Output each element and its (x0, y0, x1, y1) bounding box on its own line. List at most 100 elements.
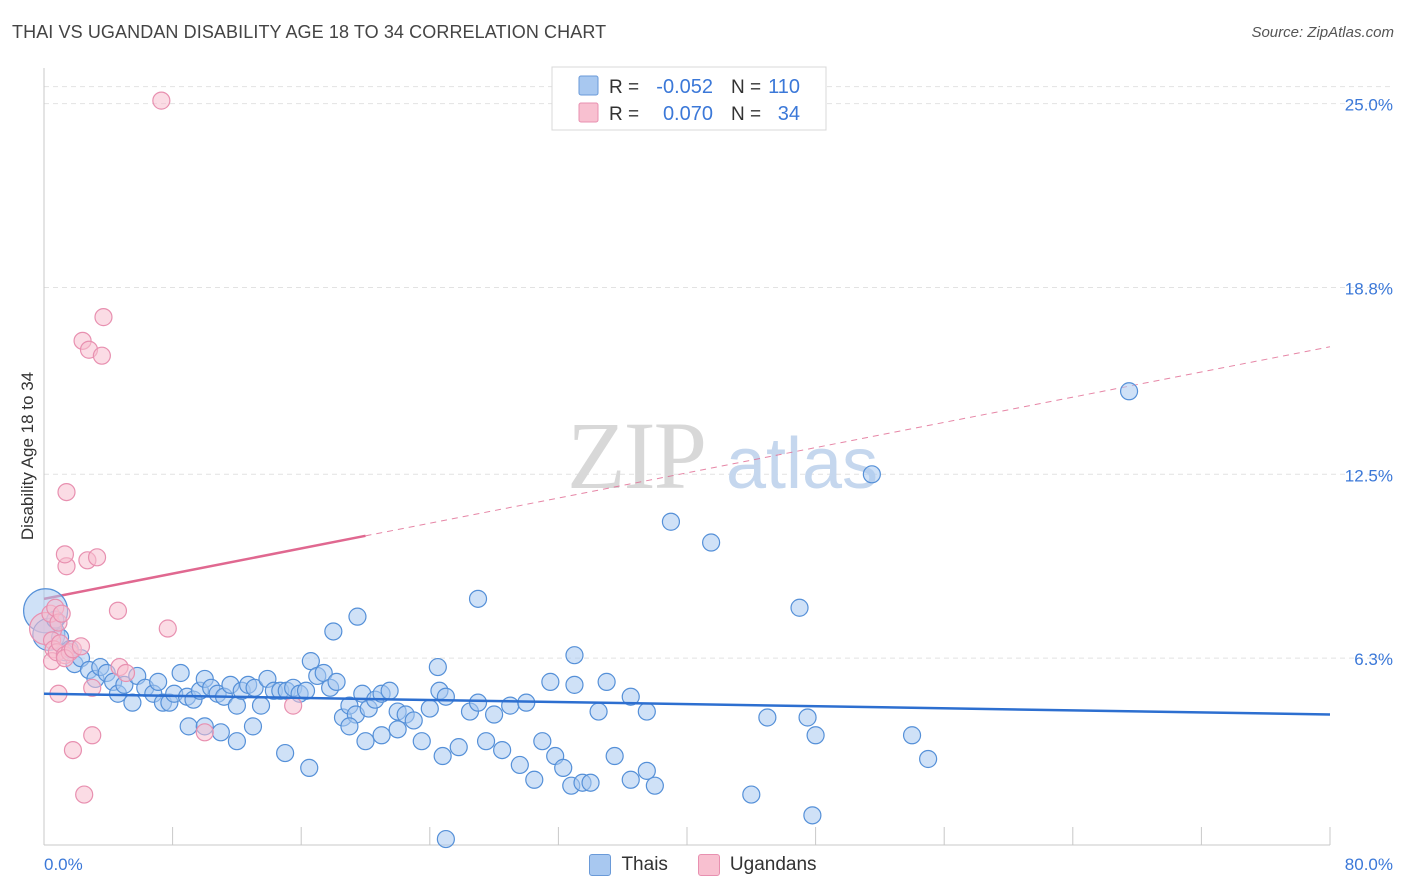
ugandans-point (83, 678, 102, 697)
legend-n-value-ugandans: 34 (778, 103, 800, 125)
ugandans-point (94, 308, 113, 327)
thais-point (388, 720, 407, 739)
source-label: Source: ZipAtlas.com (1251, 24, 1394, 41)
thais-point (123, 693, 142, 712)
ugandans-point (63, 740, 83, 760)
thais-point (581, 773, 600, 792)
thais-point (211, 723, 230, 742)
tick-labels: 6.3% 12.5% 18.8% 25.0% 0.0% 80.0% (44, 96, 1393, 874)
thais-point (702, 533, 721, 552)
legend-bottom-label-ugandans: Ugandans (729, 854, 817, 875)
legend-n-label-thais: N = (731, 77, 761, 98)
y-tick-label: 18.8% (1345, 279, 1393, 298)
grid (44, 86, 1394, 659)
thais-point (243, 717, 263, 736)
ugandans-point (75, 785, 94, 804)
thais-point (404, 711, 423, 730)
ugandans-point (57, 482, 76, 502)
thais-point (661, 512, 681, 531)
thais-point (348, 607, 367, 626)
legend-top: R = -0.052 N = 110 R = 0.070 N = 34 (551, 66, 827, 131)
legend-bottom-label-thais: Thais (621, 854, 668, 875)
y-tick-label: 12.5% (1345, 466, 1393, 485)
thais-trend-solid (43, 692, 1331, 716)
thais-point (902, 726, 922, 745)
thais-point (340, 717, 359, 736)
ugandans-point (71, 637, 91, 656)
thais-point (758, 708, 777, 727)
thais-point (806, 726, 825, 745)
thais-point (420, 699, 439, 718)
thais-point (493, 740, 512, 760)
ugandans-point (52, 604, 71, 623)
thais-point (251, 696, 271, 715)
ugandans-point (152, 91, 171, 110)
thais-point (803, 806, 822, 825)
thais-point (276, 743, 295, 763)
ugandans-point (87, 548, 107, 567)
thais-point (919, 749, 938, 769)
thais-point (541, 672, 560, 691)
legend-n-label-ugandans: N = (731, 104, 761, 125)
y-tick-label: 25.0% (1345, 96, 1393, 115)
thais-point (637, 761, 656, 780)
thais-point (790, 598, 809, 617)
ugandans-point (116, 663, 136, 683)
ugandans-point (108, 601, 128, 620)
thais-point (621, 770, 640, 789)
legend-swatch-thais (578, 75, 599, 96)
legend-bottom-swatch-thais (589, 854, 612, 876)
ugandans-point (55, 545, 74, 564)
ugandans-point (284, 696, 303, 715)
thais-point (433, 746, 452, 766)
thais-point (149, 672, 168, 691)
ugandans-points (29, 91, 303, 804)
ugandans-point (158, 619, 177, 638)
x-tick-label: 80.0% (1345, 855, 1393, 874)
ugandans-trend-dashed (365, 346, 1331, 537)
ugandans-point (83, 726, 102, 745)
thais-point (742, 785, 761, 804)
thais-point (485, 705, 504, 724)
y-axis-label: Disability Age 18 to 34 (18, 372, 37, 540)
legend-item-ugandans: Ugandans (697, 850, 817, 880)
y-tick-label: 6.3% (1354, 650, 1393, 669)
thais-point (324, 622, 343, 641)
thais-point (171, 663, 190, 683)
thais-point (637, 702, 656, 721)
thais-point (327, 672, 346, 691)
thais-point (428, 657, 447, 677)
thais-point (179, 717, 198, 736)
ugandans-trend-solid (43, 534, 366, 601)
legend-r-value-thais: -0.052 (656, 76, 713, 98)
axes (43, 68, 1331, 846)
thais-point (300, 758, 319, 777)
thais-point (510, 755, 529, 775)
thais-point (798, 708, 817, 727)
thais-point (1119, 382, 1139, 401)
thais-point (356, 732, 375, 751)
thais-point (862, 465, 881, 484)
thais-point (589, 702, 608, 721)
thais-trend-line (43, 692, 1331, 716)
thais-point (476, 732, 496, 751)
ugandans-point (92, 346, 111, 365)
thais-point (296, 681, 316, 700)
thais-point (533, 732, 552, 751)
thais-point (597, 672, 616, 691)
thais-point (468, 589, 488, 608)
thais-point (468, 693, 488, 712)
legend-bottom-swatch-ugandans (697, 854, 720, 876)
thais-point (605, 746, 624, 766)
legend-swatch-ugandans (578, 102, 599, 123)
thais-point (412, 732, 431, 751)
thais-point (380, 681, 399, 700)
legend-r-label-ugandans: R = (609, 104, 639, 125)
legend-item-thais: Thais (589, 850, 668, 880)
thais-point (565, 646, 584, 665)
thais-point (501, 696, 520, 715)
legend-n-value-thais: 110 (768, 76, 800, 98)
thais-point (449, 738, 468, 757)
legend-bottom: Thais Ugandans (0, 850, 1406, 880)
